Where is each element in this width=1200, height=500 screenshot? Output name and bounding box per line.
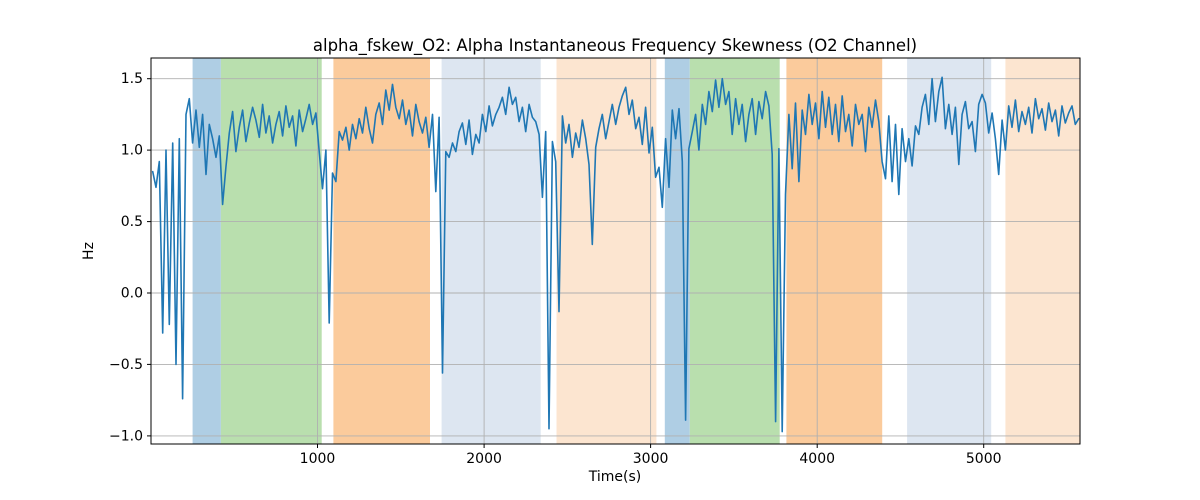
x-tick-label: 4000 [799,451,835,467]
y-axis-label: Hz [81,242,97,260]
y-tick-label: 1.0 [121,143,143,159]
y-tick-label: −0.5 [109,357,143,373]
y-tick-label: 1.5 [121,71,143,87]
x-tick-label: 1000 [300,451,336,467]
y-tick-label: 0.5 [121,214,143,230]
plot-area: 1000 2000 3000 4000 5000 −1.0 −0.5 0.0 0.5 1.0 1.5 [109,57,1081,467]
data-line [151,76,1080,433]
x-tick-label: 2000 [466,451,502,467]
x-tick-label: 5000 [966,451,1002,467]
plot-border [150,57,1081,445]
y-tick-label: −1.0 [109,428,143,444]
stage-band [556,58,657,444]
x-tick-label: 3000 [633,451,669,467]
y-tick-label: 0.0 [121,286,143,302]
chart-title: alpha_fskew_O2: Alpha Instantaneous Freq… [313,36,917,56]
x-axis-label: Time(s) [588,469,641,485]
